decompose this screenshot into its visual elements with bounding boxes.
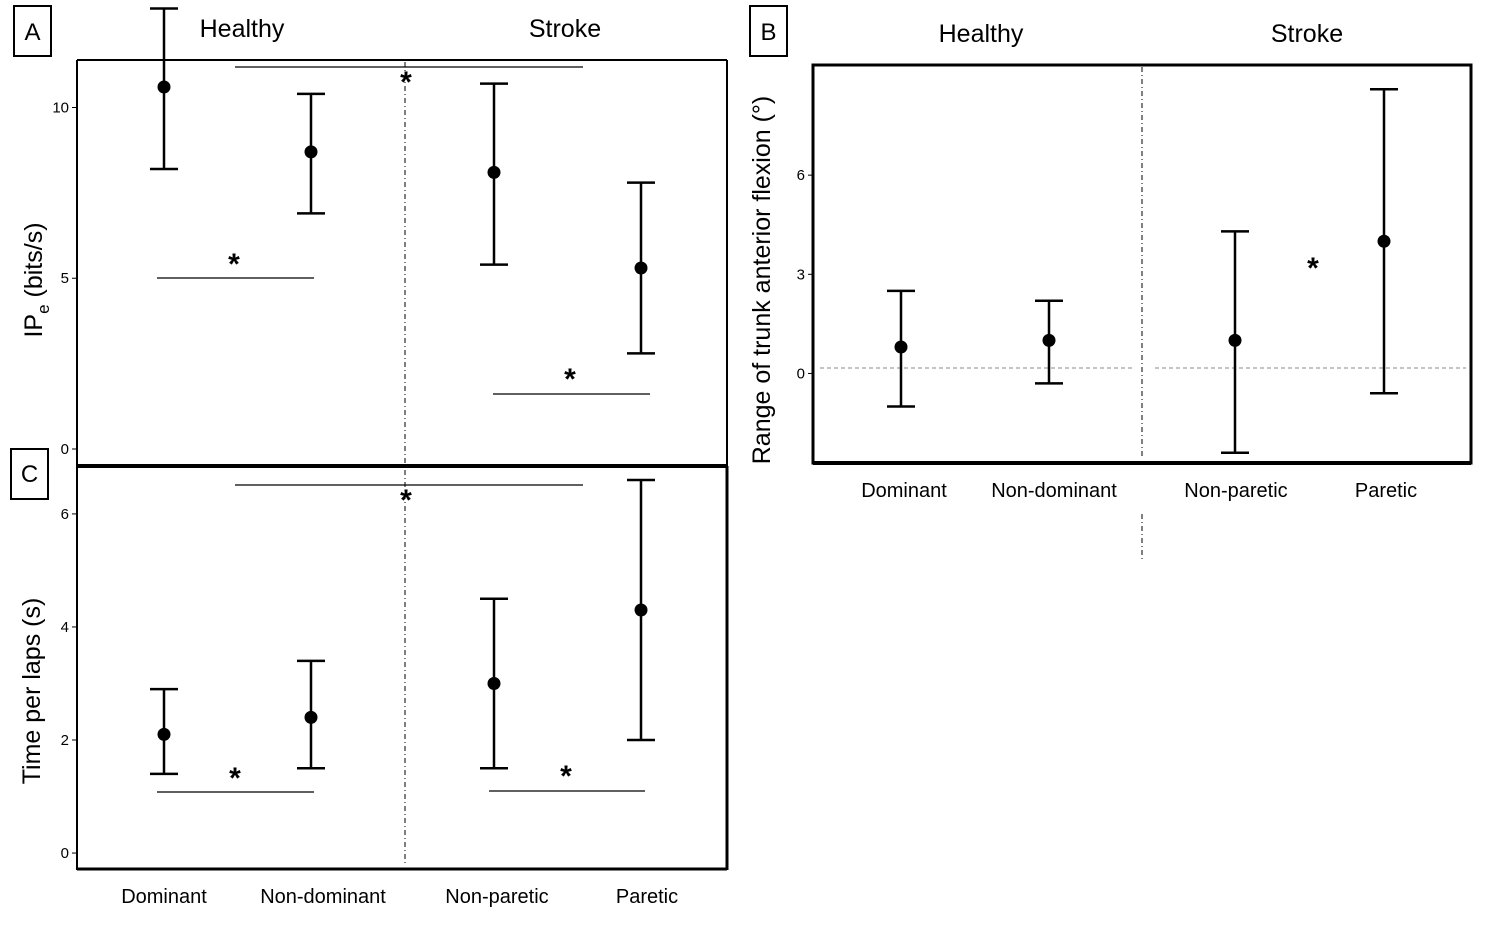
panel-c-ytick-label: 6 <box>61 506 69 523</box>
panel-c-marks: 0 2 4 6 <box>61 478 655 862</box>
panel-a-sig-star-stroke: * <box>564 363 576 396</box>
panel-a: A Healthy Stroke IPe (bits/s) * * * 0 5 10 <box>13 5 728 466</box>
panel-b-letter: B <box>760 19 776 46</box>
panel-a-y-label-main: IP <box>20 314 48 338</box>
panel-b-mean-point-paretic <box>1377 234 1391 248</box>
panel-c-sig-star-groups: * <box>400 484 412 517</box>
panel-b-cat-non-paretic: Non-paretic <box>1184 480 1287 502</box>
panel-c-ytick-label: 2 <box>61 732 69 749</box>
panel-b-marks: 0 3 6 <box>797 87 1398 455</box>
panel-a-marks: 0 5 10 <box>52 7 655 458</box>
panel-c-mean-point-dominant <box>157 727 171 741</box>
panel-a-group-stroke: Stroke <box>529 15 601 43</box>
panel-b-cat-dominant: Dominant <box>861 480 947 502</box>
panel-b-group-healthy: Healthy <box>939 20 1024 48</box>
panel-c-mean-point-non-dominant <box>304 710 318 724</box>
panel-b-cat-non-dominant: Non-dominant <box>991 480 1117 502</box>
panel-c: C Time per laps (s) * * * Dominant Non-d… <box>10 448 729 908</box>
panel-c-sig-star-healthy: * <box>229 762 241 795</box>
panel-b-ytick-label: 6 <box>797 167 805 184</box>
panel-c-cat-non-dominant: Non-dominant <box>260 886 386 908</box>
panel-b-mean-point-non-paretic <box>1228 333 1242 347</box>
panel-c-cat-paretic: Paretic <box>616 886 678 908</box>
panel-b-letter-box <box>749 5 788 57</box>
panel-a-mean-point-non-paretic <box>487 165 501 179</box>
panel-c-cat-dominant: Dominant <box>121 886 207 908</box>
panel-a-letter: A <box>24 19 40 46</box>
panel-c-ytick-label: 0 <box>61 845 69 862</box>
panel-c-y-label: Time per laps (s) <box>18 598 46 785</box>
panel-b-sig-star: * <box>1307 252 1319 285</box>
panel-a-mean-point-non-dominant <box>304 145 318 159</box>
panel-c-ytick-label: 4 <box>61 619 69 636</box>
panel-a-y-label: IPe (bits/s) <box>20 222 53 337</box>
panel-a-ytick-label: 10 <box>52 99 69 116</box>
panel-b-mean-point-dominant <box>894 340 908 354</box>
panel-a-mean-point-paretic <box>634 261 648 275</box>
panel-c-letter-box <box>10 448 49 500</box>
panel-a-mean-point-dominant <box>157 80 171 94</box>
panel-b: B Healthy Stroke Range of trunk anterior… <box>748 5 1473 560</box>
panel-a-y-label-rest: (bits/s) <box>20 222 48 304</box>
panel-a-sig-star-healthy: * <box>228 248 240 281</box>
panel-a-ytick-label: 0 <box>61 441 69 458</box>
panel-b-mean-point-non-dominant <box>1042 333 1056 347</box>
panel-a-letter-box <box>13 5 52 57</box>
panel-b-group-stroke: Stroke <box>1271 20 1343 48</box>
panel-b-cat-paretic: Paretic <box>1355 480 1417 502</box>
panel-c-letter: C <box>21 461 38 488</box>
panel-b-y-label: Range of trunk anterior flexion (°) <box>748 96 776 465</box>
panel-b-ytick-label: 0 <box>797 365 805 382</box>
panel-c-mean-point-non-paretic <box>487 676 501 690</box>
panel-c-sig-star-stroke: * <box>560 760 572 793</box>
panel-a-y-label-sub: e <box>34 304 53 313</box>
panel-c-mean-point-paretic <box>634 603 648 617</box>
panel-a-ytick-label: 5 <box>61 270 69 287</box>
panel-a-group-healthy: Healthy <box>200 15 285 43</box>
panel-b-ytick-label: 3 <box>797 266 805 283</box>
panel-c-cat-non-paretic: Non-paretic <box>445 886 548 908</box>
panel-a-sig-star-groups: * <box>400 66 412 99</box>
